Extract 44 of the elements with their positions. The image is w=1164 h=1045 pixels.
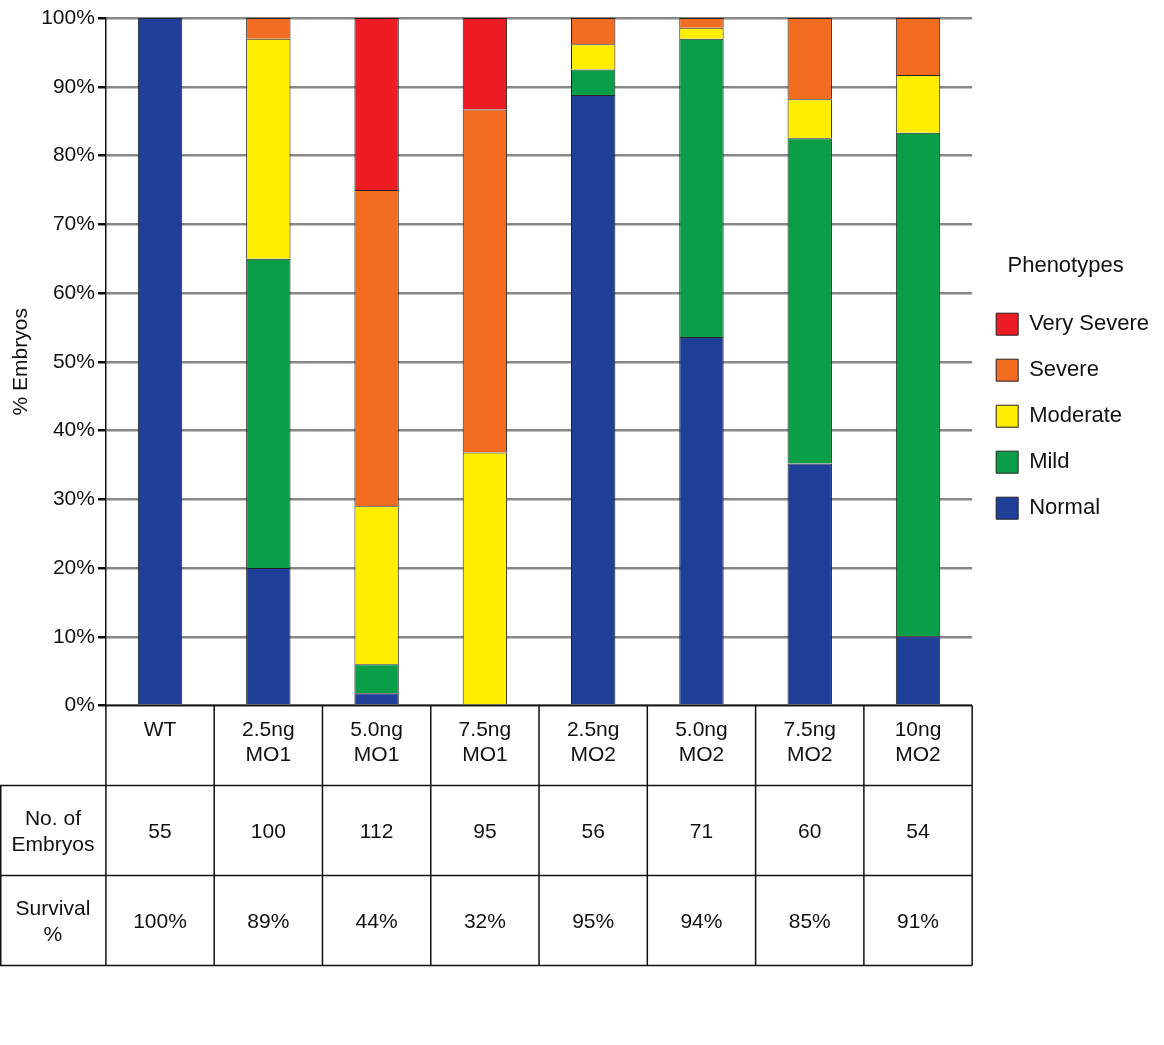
legend-label: Mild [1029, 448, 1070, 474]
y-tick-label: 100% [41, 4, 95, 28]
y-tick-label: 30% [52, 486, 95, 510]
y-tick-label: 60% [52, 279, 95, 303]
legend-title: Phenotypes [1007, 251, 1124, 277]
y-tick-label: 20% [52, 554, 95, 578]
text: 95% [571, 908, 616, 934]
text: 100 [249, 818, 287, 844]
x-tick-label: WT [143, 717, 177, 740]
x-tick-label: 5.0ng MO2 [675, 717, 728, 766]
x-tick-label: 10ng MO2 [894, 717, 942, 766]
text: 112 [358, 818, 395, 844]
text: Survival % [14, 895, 92, 947]
x-tick-label: 7.5ng MO2 [783, 717, 837, 766]
text: 89% [246, 908, 291, 934]
text: 60 [797, 818, 823, 844]
text: 95 [472, 818, 498, 844]
legend-label: Very Severe [1029, 310, 1149, 336]
y-tick-label: 40% [52, 417, 95, 441]
x-tick-label: 7.5ng MO1 [458, 717, 512, 766]
legend-label: Moderate [1029, 402, 1123, 428]
y-tick-label: 10% [52, 623, 95, 647]
text: No. of Embryos [10, 805, 96, 857]
y-tick-label: 50% [52, 348, 95, 372]
text: 32% [462, 908, 507, 934]
x-tick-label: 2.5ng MO2 [566, 717, 620, 766]
text: 44% [354, 908, 399, 934]
text: 100% [132, 908, 188, 934]
y-tick-label: 90% [52, 73, 95, 97]
text: 94% [679, 908, 724, 934]
text: 55 [147, 818, 173, 844]
y-tick-label: 0% [64, 692, 95, 716]
y-tick-label: 80% [52, 142, 95, 166]
legend-label: Normal [1029, 494, 1101, 520]
text: 85% [787, 908, 832, 934]
legend-label: Severe [1029, 356, 1099, 382]
text: 91% [896, 908, 941, 934]
x-tick-label: 2.5ng MO1 [242, 717, 295, 766]
x-tick-label: 5.0ng MO1 [350, 717, 403, 766]
text: 71 [688, 818, 715, 844]
y-tick-label: 70% [52, 211, 95, 235]
text: 54 [905, 818, 931, 844]
text: 56 [580, 818, 606, 844]
y-axis-title: % Embryos [8, 308, 32, 416]
